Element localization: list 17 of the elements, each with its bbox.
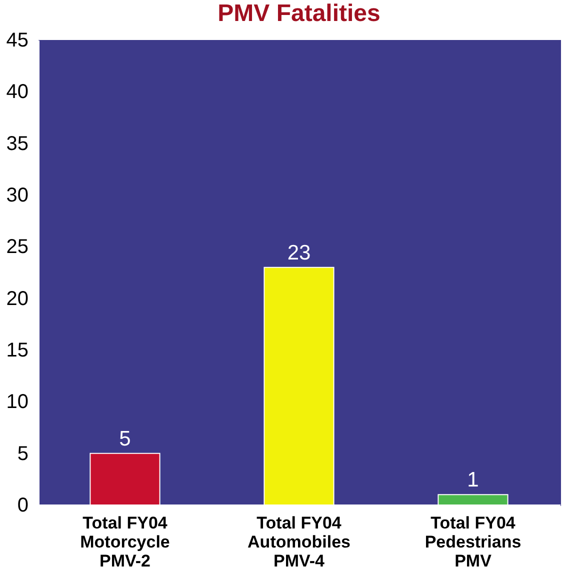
y-tick-label: 25	[6, 236, 28, 258]
x-tick-label: Total FY04 Automobiles PMV-4	[248, 514, 350, 570]
y-tick-label: 20	[6, 288, 28, 310]
data-label: 5	[119, 427, 131, 450]
y-tick-label: 0	[17, 494, 28, 516]
data-label: 23	[287, 241, 311, 264]
x-tick-label: Total FY04 Pedestrians PMV	[424, 514, 522, 570]
y-tick-label: 45	[6, 30, 28, 52]
data-label: 1	[467, 468, 479, 492]
y-tick-label: 30	[6, 184, 28, 206]
y-tick-label: 40	[6, 81, 28, 104]
y-tick-label: 35	[6, 132, 28, 155]
y-tick-label: 15	[6, 340, 28, 362]
y-tick-label: 10	[6, 391, 28, 414]
x-tick-label: Total FY04 Motorcycle PMV-2	[80, 514, 170, 570]
y-tick-label: 5	[17, 442, 28, 465]
chart-title: PMV Fatalities	[218, 0, 380, 27]
